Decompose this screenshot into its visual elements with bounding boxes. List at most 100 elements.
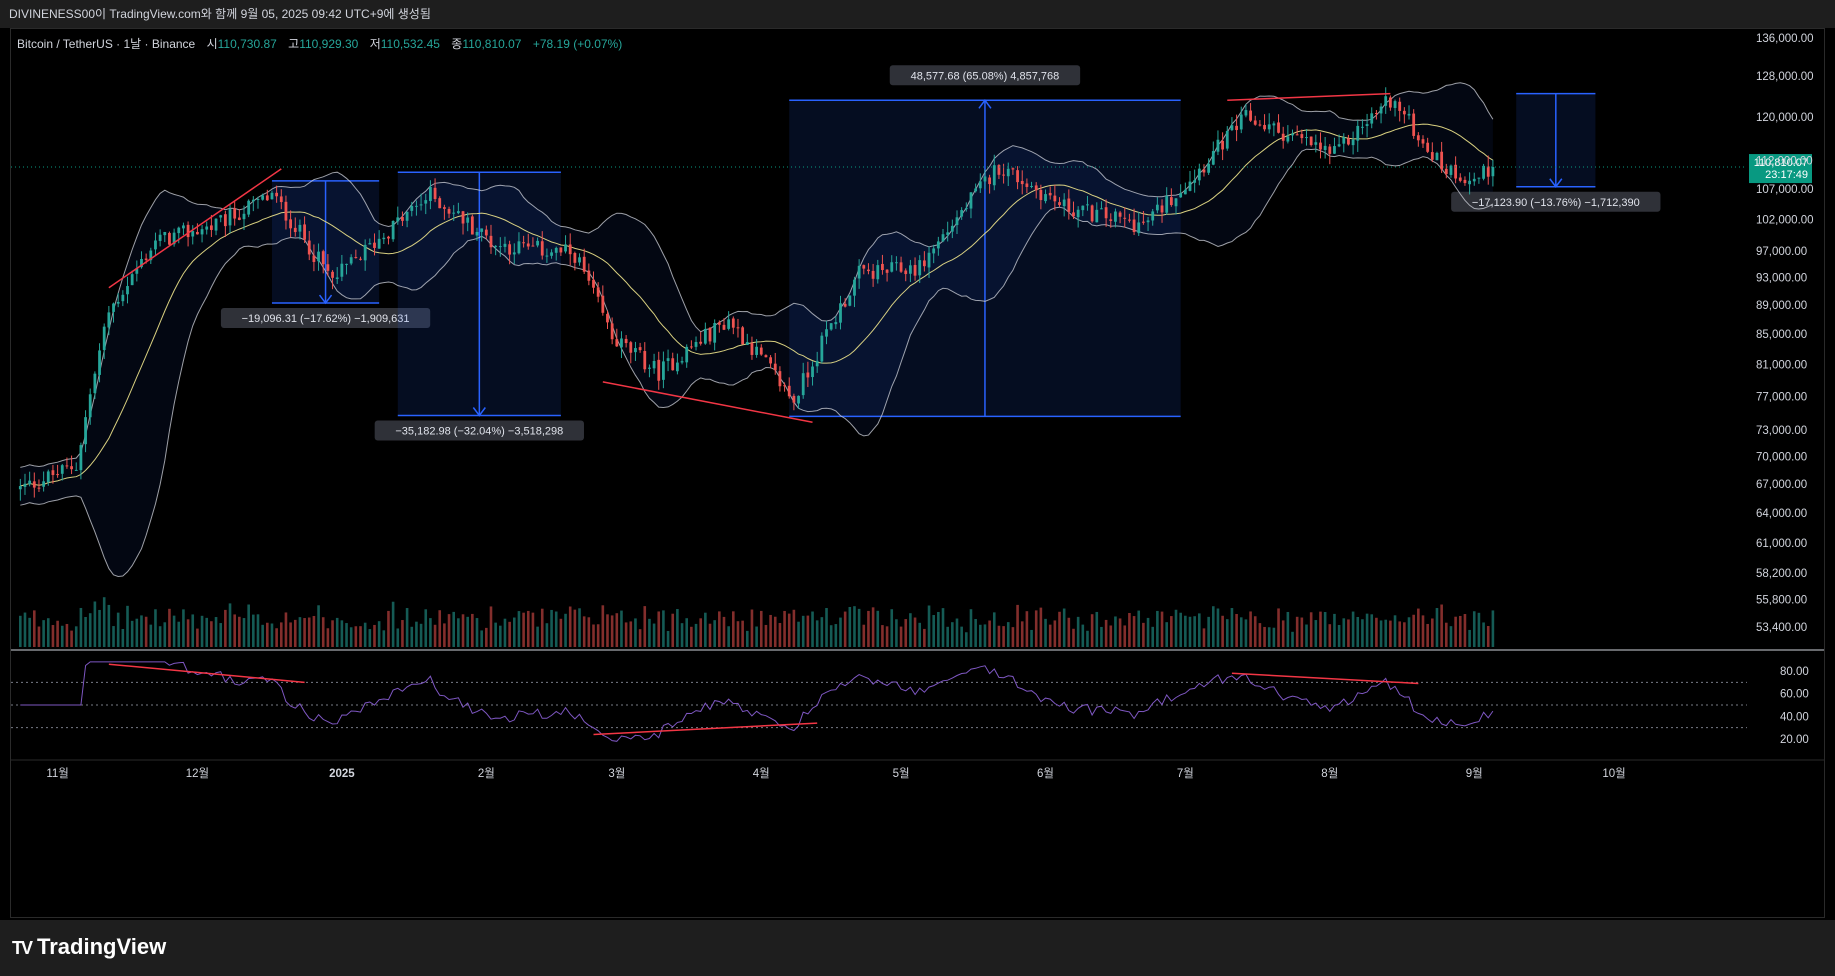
volume-bar (662, 610, 665, 647)
rsi-trendline-bearish-1[interactable] (108, 663, 305, 684)
candle (433, 187, 437, 199)
volume-bar (177, 621, 181, 647)
candle (1114, 211, 1117, 222)
volume-bar (694, 623, 698, 647)
volume-bar (615, 613, 619, 647)
candle (452, 212, 456, 214)
volume-bar (899, 626, 903, 647)
volume-bar (140, 615, 143, 647)
candle (1123, 217, 1127, 219)
candle (950, 225, 954, 232)
candle (1193, 180, 1197, 183)
symbol-name[interactable]: Bitcoin / TetherUS · 1날 · Binance (17, 37, 196, 51)
rsi-line (20, 661, 1494, 742)
candle (1002, 174, 1005, 176)
candle (1337, 144, 1341, 147)
candle (1430, 152, 1434, 160)
candle (871, 270, 875, 279)
trendline-resistance-2025-08[interactable] (1227, 92, 1391, 102)
candle (1314, 142, 1318, 145)
candle (964, 208, 968, 210)
volume-bar (792, 609, 796, 647)
volume-bar (1184, 615, 1187, 647)
volume-bar (1044, 618, 1047, 647)
price-axis-label: 112,000.00 (1756, 155, 1813, 167)
candle (1230, 125, 1234, 131)
volume-bar (634, 618, 637, 647)
volume-bar (377, 621, 381, 647)
candle (1211, 151, 1215, 165)
chart-area[interactable]: −19,096.31 (−17.62%) −1,909,631 −35,182.9… (10, 28, 1825, 918)
volume-bar (951, 622, 954, 647)
candle (410, 205, 414, 211)
measure-label-box (220, 308, 431, 329)
volume-bar (112, 626, 115, 647)
candle (769, 357, 772, 364)
candle (1477, 177, 1481, 179)
volume-bar (144, 616, 148, 647)
volume-bar (1235, 613, 1238, 647)
volume-bar (1375, 617, 1378, 647)
candle (731, 318, 735, 328)
time-axis-label: 6월 (1037, 767, 1054, 780)
rsi-trendline-bearish-2[interactable] (1231, 672, 1419, 685)
volume-bar (992, 612, 996, 647)
candle (1146, 220, 1150, 223)
candle (839, 303, 842, 323)
candle (932, 248, 936, 254)
candle (1351, 139, 1355, 146)
volume-bar (382, 630, 386, 647)
volume-bar (196, 628, 199, 647)
volume-bar (191, 614, 195, 647)
candle (1062, 199, 1066, 207)
volume-bar (862, 624, 866, 647)
symbol-legend: Bitcoin / TetherUS · 1날 · Binance 시110,7… (17, 35, 622, 52)
candle (862, 265, 866, 269)
volume-bar (270, 623, 274, 647)
volume-bar (1025, 611, 1029, 647)
candle (130, 274, 134, 286)
trendline-support-2025-03[interactable] (602, 381, 813, 424)
volume-bar (1244, 619, 1248, 647)
candle (722, 324, 726, 330)
rsi-trendline-bullish[interactable] (593, 722, 818, 736)
volume-bar (1449, 626, 1453, 647)
volume-bar (1421, 615, 1425, 647)
volume-bar (1458, 615, 1462, 647)
volume-bar (1342, 618, 1346, 647)
trendline-resistance-1[interactable] (108, 168, 282, 289)
rsi-axis-label: 80.00 (1780, 666, 1809, 678)
chart-canvas[interactable]: −19,096.31 (−17.62%) −1,909,631 −35,182.9… (11, 29, 1824, 917)
candle (447, 209, 451, 214)
candle (694, 341, 698, 347)
candle (703, 328, 707, 344)
volume-bar (1454, 616, 1457, 647)
volume-bar (410, 626, 414, 647)
candle (671, 358, 675, 371)
candle (1104, 207, 1108, 219)
volume-bar (1347, 619, 1350, 647)
volume-bar (606, 614, 609, 647)
tradingview-logo[interactable]: TV TradingView (12, 934, 166, 960)
candle (648, 367, 651, 369)
price-axis-label: 120,000.00 (1756, 112, 1814, 124)
volume-bar (457, 618, 460, 647)
candle (121, 294, 125, 302)
volume-bar (955, 618, 959, 647)
volume-bar (447, 614, 451, 647)
candle (1291, 133, 1294, 136)
volume-bar (1337, 624, 1341, 647)
volume-bar (331, 620, 334, 647)
time-axis-label: 2025 (329, 768, 355, 780)
volume-bar (839, 617, 842, 647)
volume-bar (913, 617, 917, 647)
candle (317, 251, 320, 262)
candle (140, 258, 143, 268)
candle (708, 327, 712, 342)
candle (1361, 126, 1364, 128)
candle (1095, 209, 1099, 223)
candle (1416, 135, 1420, 141)
candle (312, 255, 316, 262)
candle (373, 242, 376, 248)
volume-bar (349, 627, 353, 647)
